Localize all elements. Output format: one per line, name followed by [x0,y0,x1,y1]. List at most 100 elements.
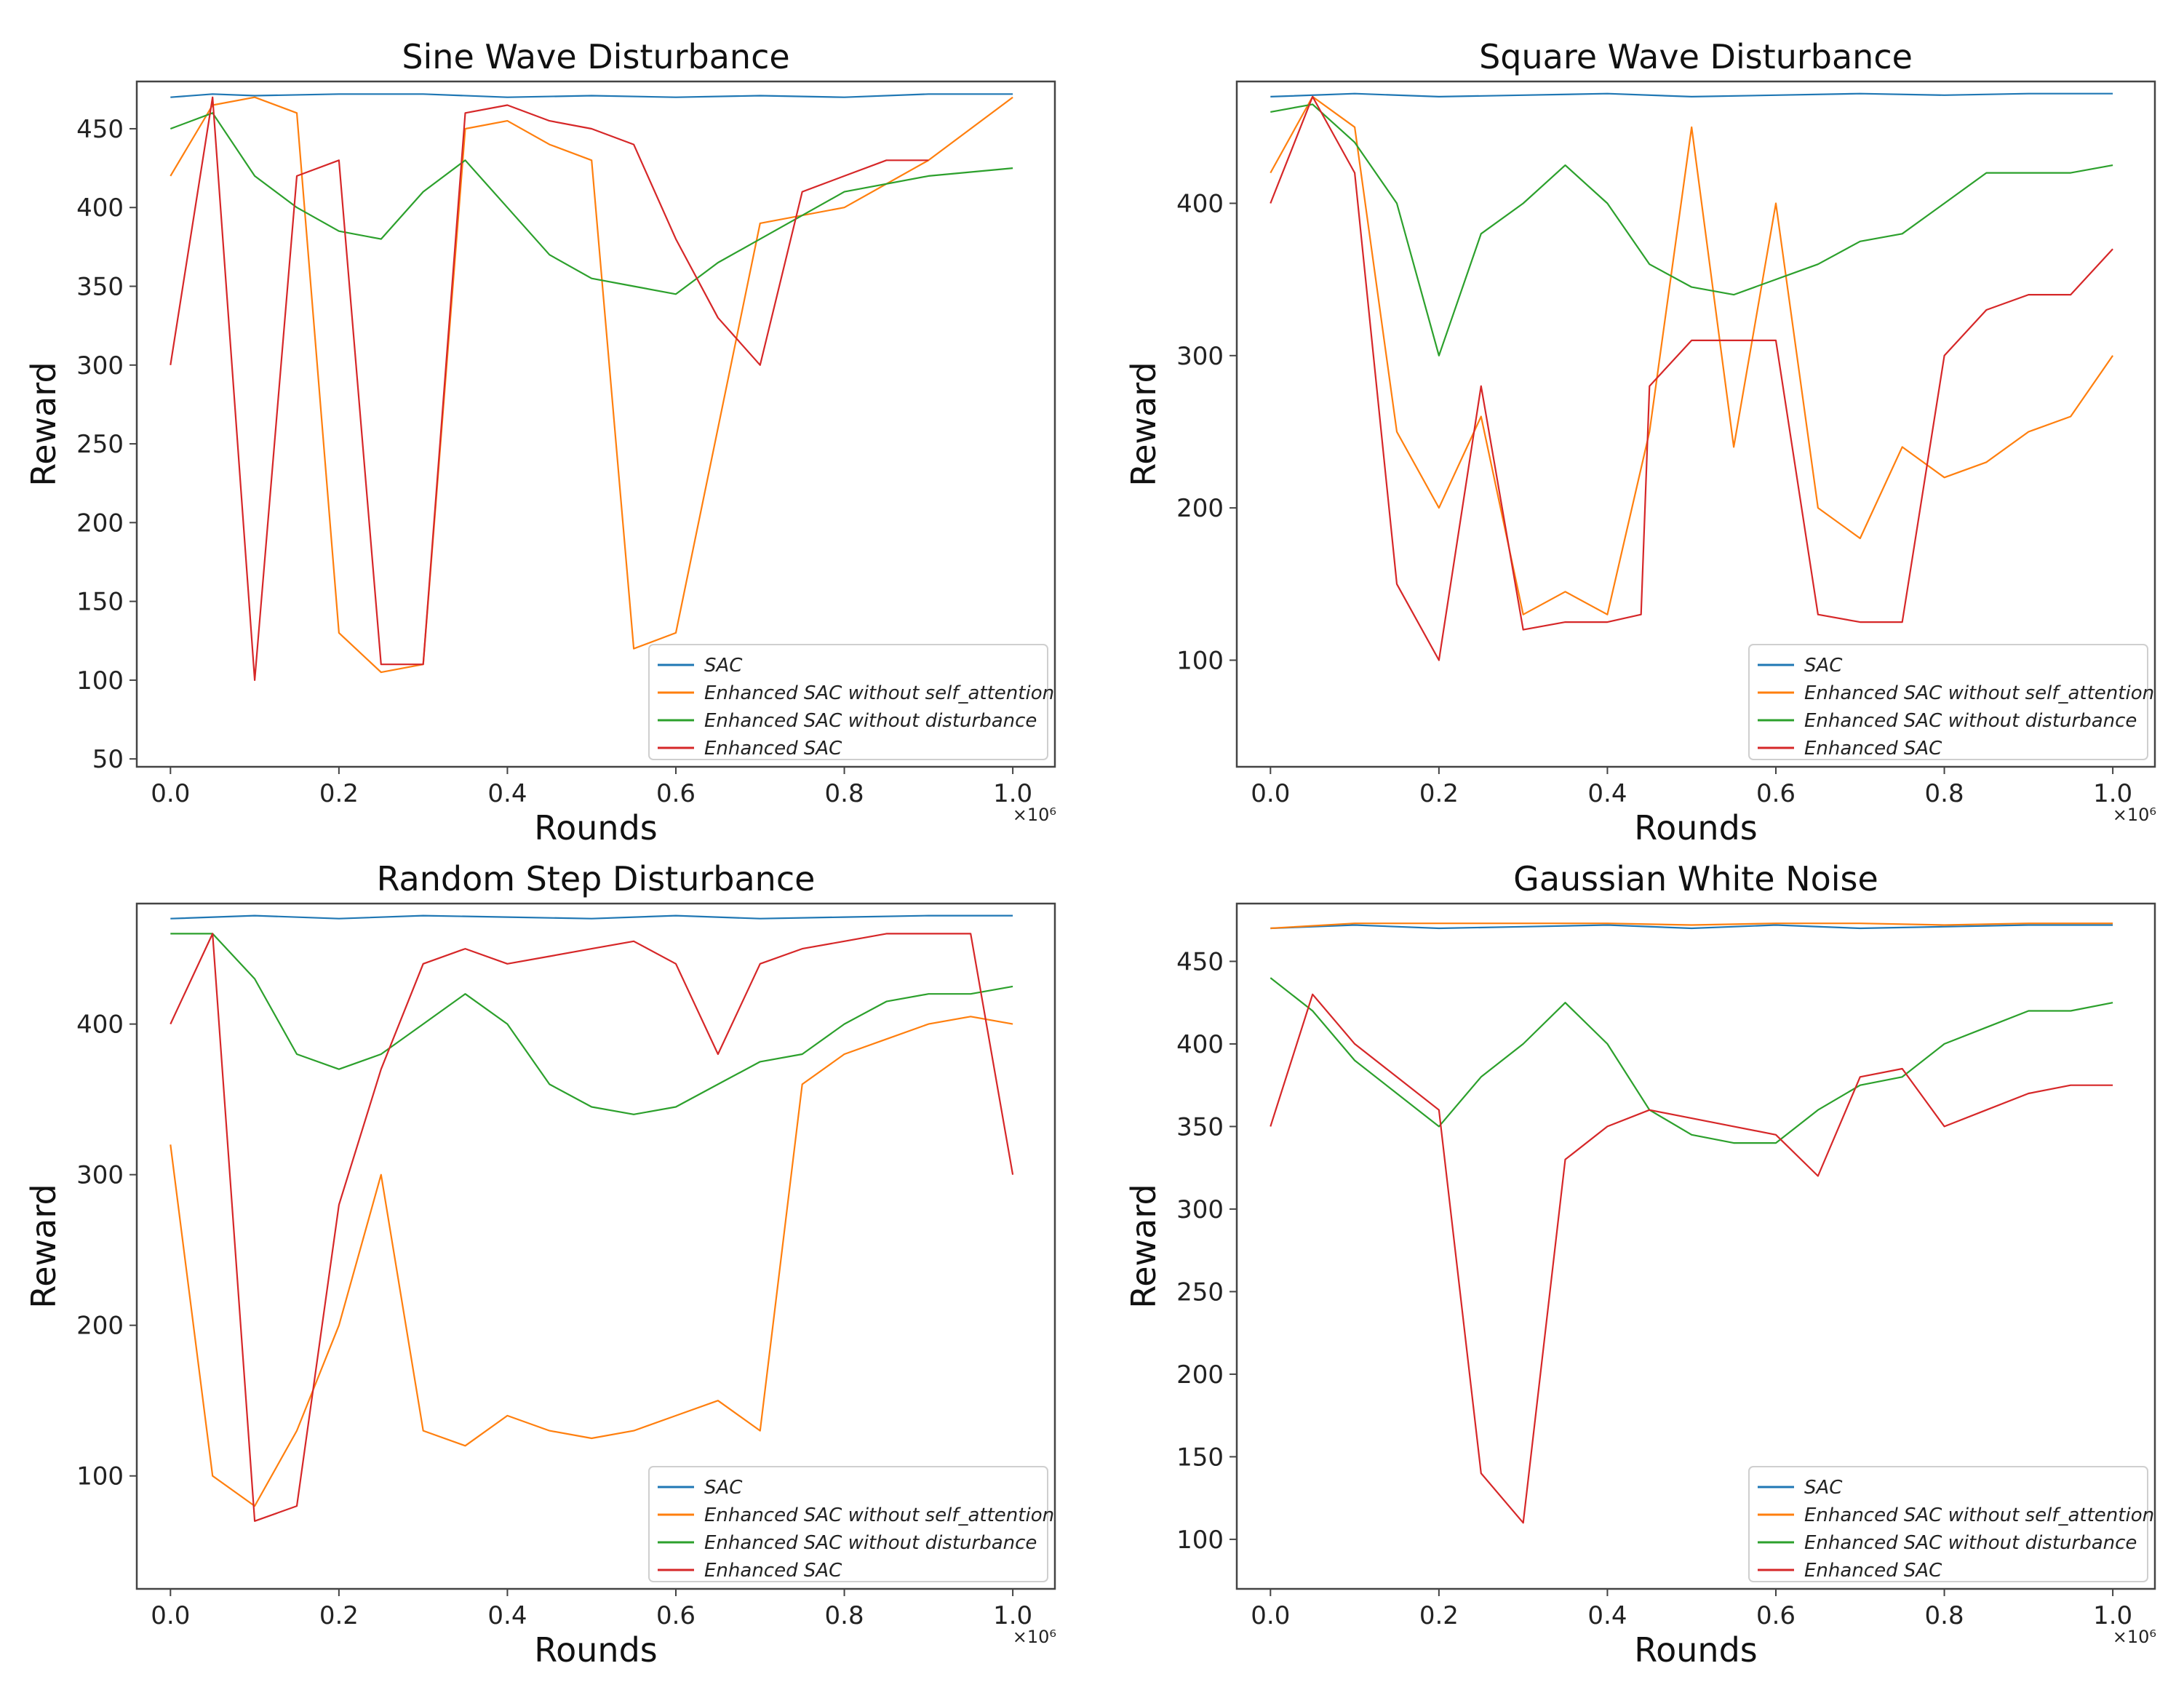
chart-title: Gaussian White Noise [1513,859,1878,898]
y-tick-label: 350 [1176,1112,1224,1141]
legend-label: Enhanced SAC without disturbance [704,710,1037,732]
x-tick-label: 0.6 [656,779,696,808]
x-axis-label: Rounds [534,1630,658,1670]
legend: SAC Enhanced SAC without self_attention En… [1748,644,2154,760]
series-line-enhanced-sac-without-self-attention [170,96,1013,674]
y-tick-label: 350 [76,273,124,302]
y-tick-label: 100 [76,666,124,695]
x-tick-label: 0.8 [825,779,864,808]
y-tick-label: 150 [76,588,124,617]
chart-title: Square Wave Disturbance [1479,37,1913,76]
legend-label: Enhanced SAC without self_attention [1804,682,2154,704]
series-line-enhanced-sac-without-disturbance [170,933,1013,1115]
y-tick-label: 250 [1176,1278,1224,1307]
y-tick-label: 250 [76,430,124,459]
legend-label: Enhanced SAC [704,738,842,760]
series-line-sac [170,93,1013,98]
x-axis-exponent: ×10⁶ [2113,1627,2156,1647]
y-tick-label: 100 [1176,1526,1224,1555]
y-axis-label: Reward [24,1184,63,1308]
series-line-enhanced-sac-without-disturbance [1270,977,2113,1144]
plot-frame [135,80,1056,768]
series-group [1270,922,2113,1524]
chart-panel-2: Square Wave Disturbance 0.0 0.2 0.4 0.6 0.8 1.… [1124,37,2156,848]
x-tick-label: 0.6 [656,1601,696,1630]
legend-label: Enhanced SAC without self_attention [1804,1504,2154,1526]
x-tick-label: 0.2 [1419,1601,1459,1630]
x-tick-label: 0.4 [1587,779,1627,808]
series-line-enhanced-sac-without-disturbance [1270,103,2113,356]
legend-label: Enhanced SAC without self_attention [704,1504,1054,1526]
x-axis-label: Rounds [1634,1630,1758,1670]
x-tick-label: 0.0 [1251,1601,1290,1630]
legend-box [1748,644,2148,760]
y-tick-label: 300 [76,1161,124,1190]
x-axis-label: Rounds [1634,808,1758,848]
x-axis-exponent: ×10⁶ [2113,805,2156,825]
x-tick-label: 0.8 [1925,1601,1964,1630]
plot-frame [1235,80,2156,768]
plot-frame [1235,902,2156,1590]
x-tick-label: 0.8 [1925,779,1964,808]
y-tick-label: 450 [76,115,124,144]
y-tick-label: 200 [76,1312,124,1341]
series-line-enhanced-sac [170,933,1014,1522]
legend-label: Enhanced SAC without disturbance [704,1532,1037,1554]
y-tick-label: 300 [1176,1195,1224,1224]
legend-box [648,644,1048,760]
y-tick-label: 200 [1176,494,1224,523]
legend-label: Enhanced SAC without self_attention [704,682,1054,704]
series-line-sac [170,914,1013,920]
series-line-enhanced-sac-without-disturbance [170,112,1013,295]
legend-label: SAC [1804,1477,1843,1499]
x-tick-label: 1.0 [2093,779,2132,808]
x-tick-label: 0.0 [151,1601,190,1630]
x-axis-exponent: ×10⁶ [1013,805,1056,825]
legend-label: SAC [704,655,743,677]
x-tick-label: 0.0 [1251,779,1290,808]
legend-label: SAC [704,1477,743,1499]
chart-panel-4: Gaussian White Noise 0.0 0.2 0.4 0.6 0.8 1.0 10… [1124,859,2156,1670]
x-tick-label: 0.4 [1587,1601,1627,1630]
x-tick-label: 0.6 [1756,1601,1796,1630]
legend-label: Enhanced SAC [704,1560,842,1582]
y-tick-label: 400 [1176,1030,1224,1059]
y-tick-label: 450 [1176,947,1224,976]
legend-box [648,1466,1048,1582]
legend-label: Enhanced SAC without disturbance [1804,710,2137,732]
series-line-enhanced-sac [1270,993,2113,1524]
chart-panel-1: Sine Wave Disturbance 0.0 0.2 0.4 0.6 0.8 1.0 5… [24,37,1056,848]
x-tick-label: 0.8 [825,1601,864,1630]
y-tick-label: 200 [76,509,124,538]
x-tick-label: 0.2 [1419,779,1459,808]
x-axis-exponent: ×10⁶ [1013,1627,1056,1647]
series-group [170,914,1014,1522]
x-tick-label: 0.4 [487,1601,527,1630]
legend-box [1748,1466,2148,1582]
x-tick-label: 0.4 [487,779,527,808]
series-group [1270,92,2114,661]
series-line-enhanced-sac-without-self-attention [1270,95,2114,615]
legend-label: Enhanced SAC [1804,738,1942,760]
plot-frame [135,902,1056,1590]
legend: SAC Enhanced SAC without self_attention En… [1748,1466,2154,1582]
x-tick-label: 0.6 [1756,779,1796,808]
chart-panel-3: Random Step Disturbance 0.0 0.2 0.4 0.6 0.8 1.… [24,859,1056,1670]
x-axis-label: Rounds [534,808,658,848]
y-tick-label: 300 [1176,342,1224,371]
y-axis-label: Reward [1124,1184,1163,1308]
y-axis-label: Reward [24,362,63,486]
x-tick-label: 0.2 [319,1601,359,1630]
x-tick-label: 1.0 [2093,1601,2132,1630]
legend-label: SAC [1804,655,1843,677]
y-tick-label: 100 [76,1462,124,1491]
series-line-enhanced-sac-without-self-attention [170,1016,1013,1507]
x-tick-label: 0.0 [151,779,190,808]
chart-title: Sine Wave Disturbance [402,37,789,76]
y-tick-label: 400 [76,1011,124,1040]
y-tick-label: 400 [1176,189,1224,218]
y-tick-label: 50 [92,745,124,774]
y-axis-label: Reward [1124,362,1163,486]
